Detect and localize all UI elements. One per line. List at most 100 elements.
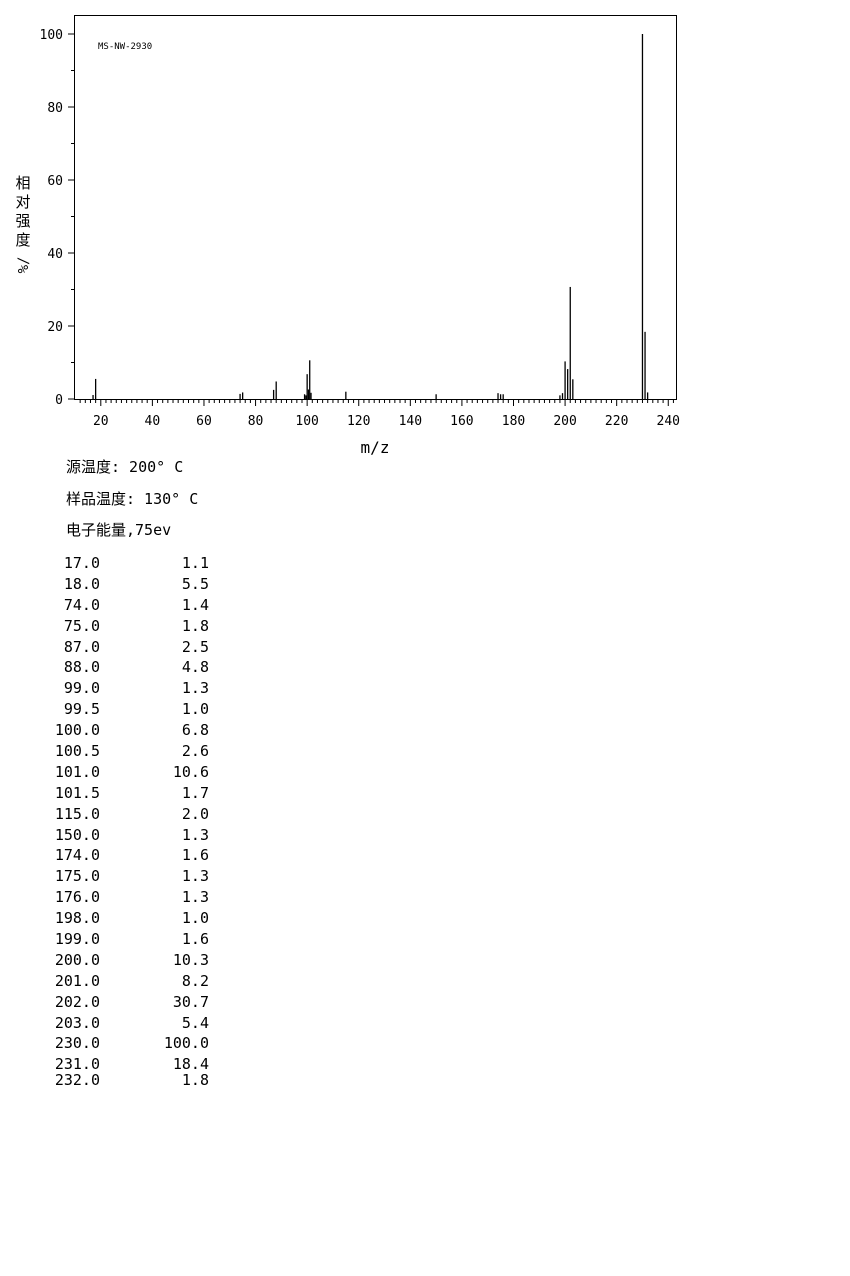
x-tick-label: 220	[605, 414, 628, 429]
peak-row: 100.0 6.8	[40, 720, 209, 741]
peak-row: 199.0 1.6	[40, 929, 209, 950]
peak-intensity: 1.0	[181, 909, 209, 928]
x-tick-label: 120	[347, 414, 370, 429]
peak-row: 174.0 1.6	[40, 845, 209, 866]
peak-mz: 198.0	[54, 909, 100, 928]
peak-row: 101.0 10.6	[40, 762, 209, 783]
y-axis-label-char: 度	[15, 231, 30, 249]
peak-mz: 231.0	[54, 1055, 100, 1074]
peak-intensity: 10.6	[172, 762, 209, 781]
peak-mz: 101.0	[54, 762, 100, 781]
peak-row: 230.0 100.0	[40, 1033, 209, 1054]
x-tick-label: 20	[93, 414, 109, 429]
peak-mz: 230.0	[54, 1034, 100, 1053]
peak-intensity: 2.5	[181, 637, 209, 656]
peak-row: 87.0 2.5	[40, 637, 209, 658]
peak-intensity: 2.0	[181, 804, 209, 823]
peak-mz: 200.0	[54, 950, 100, 969]
peak-mz: 74.0	[63, 595, 100, 614]
peak-intensity: 1.1	[181, 554, 209, 572]
x-tick-label: 40	[145, 414, 161, 429]
x-tick-label: 60	[196, 414, 212, 429]
y-tick-label: 60	[47, 174, 63, 189]
y-tick-label: 100	[40, 28, 63, 43]
peak-row: 17.0 1.1	[40, 553, 209, 574]
peak-mz: 176.0	[54, 888, 100, 907]
peak-intensity: 1.6	[181, 930, 209, 949]
peak-row: 115.0 2.0	[40, 804, 209, 825]
electron-energy: 电子能量,75ev	[66, 521, 172, 539]
peak-row: 232.0 1.8	[40, 1070, 209, 1091]
peak-mz: 115.0	[54, 804, 100, 823]
x-tick-label: 180	[502, 414, 525, 429]
peak-intensity: 1.3	[181, 825, 209, 844]
peak-intensity: 18.4	[172, 1055, 209, 1074]
peak-row: 202.0 30.7	[40, 992, 209, 1013]
peak-mz: 100.0	[54, 721, 100, 740]
y-tick-label: 20	[47, 320, 63, 335]
peak-mz: 75.0	[63, 616, 100, 635]
chart-watermark: MS-NW-2930	[98, 42, 152, 52]
peak-mz: 201.0	[54, 971, 100, 990]
peak-mz: 18.0	[63, 574, 100, 593]
peak-mz: 150.0	[54, 825, 100, 844]
peak-mz: 175.0	[54, 867, 100, 886]
peak-intensity: 5.5	[181, 574, 209, 593]
peak-row: 75.0 1.8	[40, 616, 209, 637]
sample-temperature: 样品温度: 130° C	[66, 490, 199, 508]
peak-row: 201.0 8.2	[40, 971, 209, 992]
peak-row: 101.5 1.7	[40, 783, 209, 804]
y-axis-label-char: 相	[15, 174, 30, 192]
peak-intensity: 1.4	[181, 595, 209, 614]
peak-intensity: 1.3	[181, 867, 209, 886]
peak-intensity: 1.7	[181, 783, 209, 802]
x-axis-label: m/z	[361, 438, 390, 457]
peak-intensity: 10.3	[172, 950, 209, 969]
x-tick-label: 240	[657, 414, 680, 429]
peak-list-table: 17.0 1.1 18.0 5.5 74.0 1.4 75.0 1.8 87.0 2.5 88.0 4…	[40, 553, 209, 1091]
peak-intensity: 100.0	[163, 1034, 209, 1053]
peak-mz: 203.0	[54, 1013, 100, 1032]
peak-mz: 232.0	[54, 1071, 100, 1090]
peak-mz: 99.5	[63, 700, 100, 719]
peak-row: 100.5 2.6	[40, 741, 209, 762]
peak-mz: 87.0	[63, 637, 100, 656]
y-axis-label-unit: %/	[16, 257, 32, 274]
peak-row: 18.0 5.5	[40, 574, 209, 595]
source-temperature: 源温度: 200° C	[66, 458, 184, 476]
peak-row: 88.0 4.8	[40, 657, 209, 678]
peak-intensity: 5.4	[181, 1013, 209, 1032]
y-axis-label-char: 对	[15, 193, 30, 211]
peak-row: 203.0 5.4	[40, 1013, 209, 1034]
peak-intensity: 1.3	[181, 679, 209, 698]
plot-frame	[74, 15, 677, 400]
y-tick-label: 0	[55, 393, 63, 408]
peak-intensity: 2.6	[181, 742, 209, 761]
y-tick-label: 80	[47, 101, 63, 116]
peak-intensity: 1.8	[181, 1071, 209, 1090]
peak-intensity: 4.8	[181, 658, 209, 677]
y-axis-label-char: 强	[15, 212, 30, 230]
peak-mz: 88.0	[63, 658, 100, 677]
x-tick-label: 80	[248, 414, 264, 429]
peak-mz: 202.0	[54, 992, 100, 1011]
peak-row: 74.0 1.4	[40, 595, 209, 616]
peak-row: 99.0 1.3	[40, 678, 209, 699]
x-tick-label: 160	[450, 414, 473, 429]
peak-intensity: 30.7	[172, 992, 209, 1011]
x-tick-label: 200	[553, 414, 576, 429]
peak-row: 176.0 1.3	[40, 887, 209, 908]
peak-mz: 17.0	[63, 554, 100, 572]
y-tick-label: 40	[47, 247, 63, 262]
peak-mz: 174.0	[54, 846, 100, 865]
peak-mz: 99.0	[63, 679, 100, 698]
peak-row: 175.0 1.3	[40, 866, 209, 887]
peak-row: 200.0 10.3	[40, 950, 209, 971]
peak-row: 231.0 18.4	[40, 1054, 209, 1075]
peak-intensity: 1.6	[181, 846, 209, 865]
peak-intensity: 1.0	[181, 700, 209, 719]
peak-mz: 100.5	[54, 742, 100, 761]
peak-row: 198.0 1.0	[40, 908, 209, 929]
